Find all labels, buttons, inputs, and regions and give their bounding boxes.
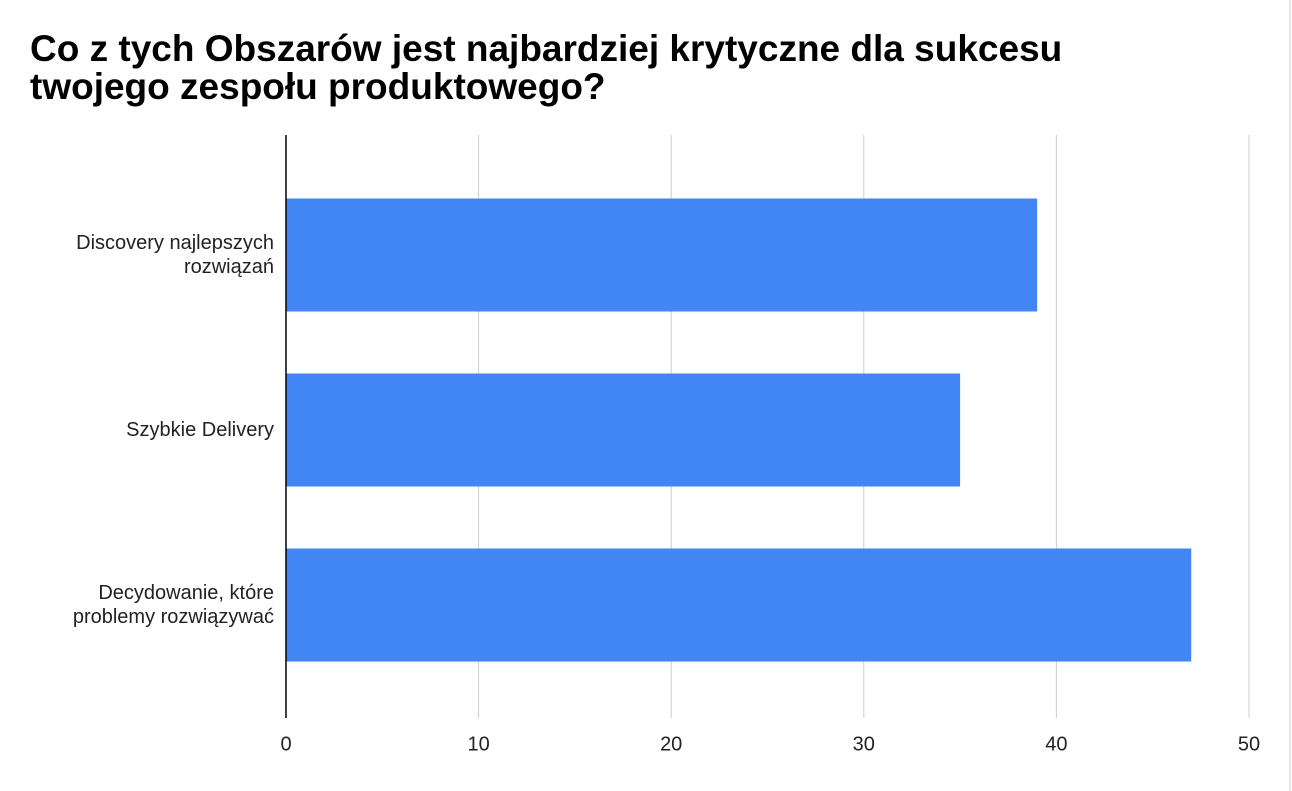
y-tick-label: Decydowanie, które problemy rozwiązywać xyxy=(72,582,274,628)
x-tick-label: 40 xyxy=(1045,733,1067,755)
bar xyxy=(286,548,1192,662)
y-tick-label: Szybkie Delivery xyxy=(126,419,274,441)
y-tick-label: Discovery najlepszych rozwiązań xyxy=(76,232,274,278)
chart-title: Co z tych Obszarów jest najbardziej kryt… xyxy=(30,28,1063,107)
bar xyxy=(286,373,961,487)
x-tick-label: 10 xyxy=(467,733,489,755)
bar xyxy=(286,198,1038,312)
x-tick-label: 20 xyxy=(660,733,682,755)
x-tick-label: 50 xyxy=(1238,733,1260,755)
x-tick-label: 30 xyxy=(853,733,875,755)
x-tick-label: 0 xyxy=(280,733,291,755)
